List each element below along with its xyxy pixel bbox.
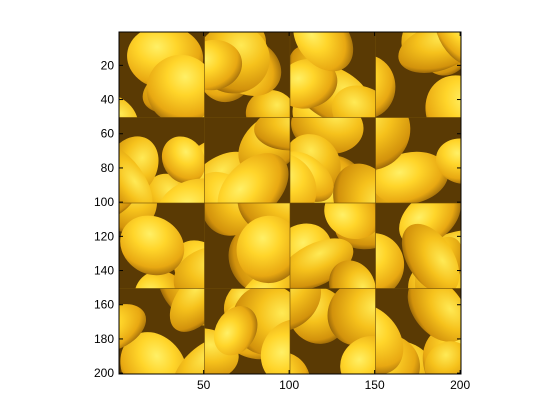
x-tick-label: 150 — [365, 378, 385, 392]
lemon-shape — [236, 215, 290, 284]
lemon-shape — [375, 233, 405, 289]
lemon-shape — [119, 203, 140, 221]
y-tick-label: 160 — [94, 298, 114, 312]
lemon-shape — [290, 153, 317, 203]
lemon-shape — [327, 288, 376, 346]
lemon-shape — [375, 117, 411, 171]
lemon-shape — [204, 39, 243, 91]
lemon-shape — [245, 89, 290, 118]
lemon-shape — [290, 288, 322, 332]
lemon-shape — [120, 332, 188, 374]
lemon-shape — [119, 144, 153, 203]
lemon-shape — [290, 58, 338, 109]
y-tick-label: 100 — [94, 195, 114, 209]
y-tick-label: 180 — [94, 332, 114, 346]
lemon-shape — [434, 32, 461, 66]
image-tile — [204, 288, 290, 374]
lemon-shape — [407, 288, 461, 343]
x-tick-label: 100 — [279, 378, 299, 392]
x-tick-label: 200 — [450, 378, 470, 392]
image-tile — [204, 117, 290, 203]
y-tick-label: 140 — [94, 264, 114, 278]
image-tile — [204, 203, 290, 289]
y-tick-label: 80 — [101, 161, 115, 175]
lemon-shape — [119, 304, 147, 353]
y-tick-label: 20 — [101, 58, 115, 72]
image-tile — [290, 203, 376, 289]
y-axis: 20 40 60 80 100 120 140 160 180 200 — [94, 58, 461, 380]
lemon-photo-tiles — [119, 32, 461, 374]
lemon-shape — [290, 238, 354, 289]
lemon-shape — [331, 85, 376, 118]
image-tile — [204, 32, 290, 118]
image-tile — [375, 32, 461, 118]
image-tile — [375, 288, 461, 374]
lemon-shape — [293, 32, 354, 72]
image-tile — [119, 32, 205, 118]
lemon-shape — [375, 151, 449, 203]
lemon-shape — [375, 55, 396, 118]
lemon-shape — [425, 75, 461, 118]
lemon-shape — [119, 93, 139, 118]
x-tick-label: 50 — [197, 378, 211, 392]
lemon-shape — [134, 270, 186, 289]
image-tile — [290, 32, 376, 118]
lemon-shape — [260, 319, 290, 374]
y-tick-label: 40 — [101, 93, 115, 107]
tile-seams — [119, 32, 461, 374]
image-tile — [290, 288, 376, 374]
lemon-shape — [169, 288, 205, 332]
y-tick-label: 200 — [94, 366, 114, 380]
lemon-shape — [435, 138, 461, 184]
y-tick-label: 120 — [94, 229, 114, 243]
lemon-shape — [146, 54, 205, 118]
lemon-shape — [401, 223, 460, 289]
lemon-shape — [173, 246, 205, 289]
y-tick-label: 60 — [101, 127, 115, 141]
lemon-shape — [290, 352, 311, 374]
x-axis: 50 100 150 200 — [197, 32, 470, 392]
image-tile — [119, 288, 205, 374]
lemon-shape — [254, 117, 290, 151]
lemon-shape — [213, 306, 258, 356]
axes-frame — [118, 31, 462, 375]
lemon-shape — [375, 303, 404, 374]
lemon-shape — [217, 153, 289, 203]
lemon-shape — [329, 260, 376, 289]
lemon-shape — [324, 203, 376, 240]
lemon-shape — [340, 335, 376, 374]
image-tile — [375, 117, 461, 203]
lemon-shape — [161, 136, 205, 184]
image-tile — [119, 203, 205, 289]
lemon-shape — [157, 178, 205, 203]
image-tile — [119, 117, 205, 203]
lemon-shape — [120, 215, 185, 276]
